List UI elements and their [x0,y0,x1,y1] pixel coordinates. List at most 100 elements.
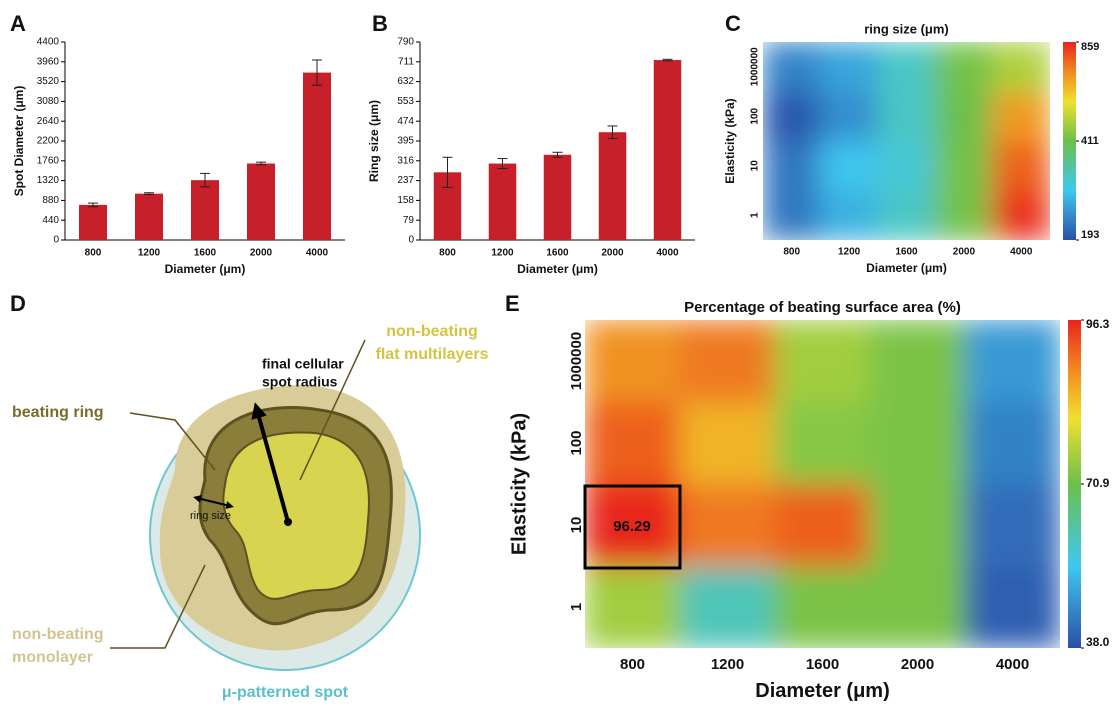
multilayers [222,431,370,600]
bar [543,154,572,240]
y-tick-label: 1320 [37,175,60,186]
x-tick-label: 1200 [838,247,861,258]
y-tick-label: 395 [397,136,414,147]
cells [585,320,1060,648]
cell [819,42,879,92]
cell [585,320,681,403]
x-tick-label: 1200 [711,656,744,673]
y-axis-label: Spot Diameter (μm) [12,86,26,197]
panel-letter: B [372,11,388,36]
y-tick-label: 2640 [37,116,60,127]
x-tick-label: 2000 [250,248,273,259]
y-tick-label: 474 [397,116,414,127]
colorbar [1063,42,1076,240]
cell [819,190,879,240]
cell [679,401,776,485]
center [284,518,292,526]
x-tick-label: 1600 [194,248,217,259]
x-tick-label: 2000 [901,656,934,673]
y-tick-label: 3960 [37,56,60,67]
cell [763,91,821,142]
radius-arrow [251,402,290,523]
label: ring size [190,510,231,522]
cell [964,401,1060,485]
y-axis-label: Elasticity (kPa) [723,98,737,183]
y-axis-label: Elasticity (kPa) [508,413,530,555]
heatmap [585,320,1060,648]
diagram: D final cellular spot radius non-beating… [10,291,489,701]
y-tick-label: 711 [398,56,414,67]
y-tick-label: 1760 [37,155,60,166]
x-tick-label: 1600 [895,247,918,258]
y-tick-label: 440 [42,215,59,226]
x-tick-label: 1200 [138,248,161,259]
bar [488,163,517,240]
y-tick-label: 3520 [37,76,60,87]
x-tick-label: 2000 [953,247,976,258]
cell [869,483,966,567]
y-axis-label: Ring size (μm) [367,100,381,182]
cell [877,190,936,240]
cell [763,190,821,240]
x-tick-label: 800 [85,248,102,259]
cell [934,140,994,191]
cell [819,140,879,191]
label: beating ring [12,404,104,421]
label: final cellular [262,356,344,372]
colorbar-label: 38.0 [1086,635,1110,649]
y-tick-label: 0 [408,235,414,246]
bar [135,193,163,240]
cell [877,42,936,92]
panel-letter: D [10,291,26,316]
y-tick-label: 10 [568,517,585,534]
y-tick-label: 3080 [37,96,60,107]
panel-letter: A [10,11,26,36]
cells [763,42,1050,240]
leader [110,564,206,649]
y-tick-label: 880 [42,195,59,206]
annotation: 96.29 [613,518,651,535]
highlight-box [583,484,682,570]
y-tick-label: 79 [403,215,415,226]
y-tick-label: 632 [397,76,414,87]
cell [763,140,821,191]
x-tick-label: 1200 [491,248,514,259]
ring-size-arrow [193,495,234,509]
cell [774,483,871,567]
cell [992,42,1050,92]
label: flat multilayers [376,346,489,363]
colorbar-label: 193 [1081,229,1099,241]
bar [191,180,219,240]
label: μ-patterned spot [222,684,349,701]
cell [763,42,821,92]
y-tick-label: 100 [568,430,585,455]
y-tick-label: 10 [750,160,761,172]
y-tick-label: 1 [568,603,585,611]
colorbar-label: 411 [1081,135,1099,147]
x-tick-label: 2000 [601,248,624,259]
cell [934,42,994,92]
y-tick-label: 4400 [37,37,60,48]
leader [299,339,366,481]
x-tick-label: 4000 [656,248,679,259]
bar [79,204,107,240]
cell [679,565,776,648]
colorbar [1068,320,1081,648]
cell [964,565,1060,648]
cell [585,565,681,648]
x-tick-label: 4000 [1010,247,1033,258]
x-tick-label: 800 [783,247,800,258]
y-tick-label: 316 [397,155,414,166]
x-axis-label: Diameter (μm) [517,262,598,276]
x-axis-label: Diameter (μm) [755,680,890,702]
label: monolayer [12,649,93,666]
y-tick-label: 553 [397,96,414,107]
colorbar-label: 96.3 [1086,317,1110,331]
label: spot radius [262,374,338,390]
y-tick-label: 237 [397,175,414,186]
bar [653,60,682,241]
label: non-beating [12,626,104,643]
panel-letter: C [725,11,741,36]
bar [598,132,627,240]
